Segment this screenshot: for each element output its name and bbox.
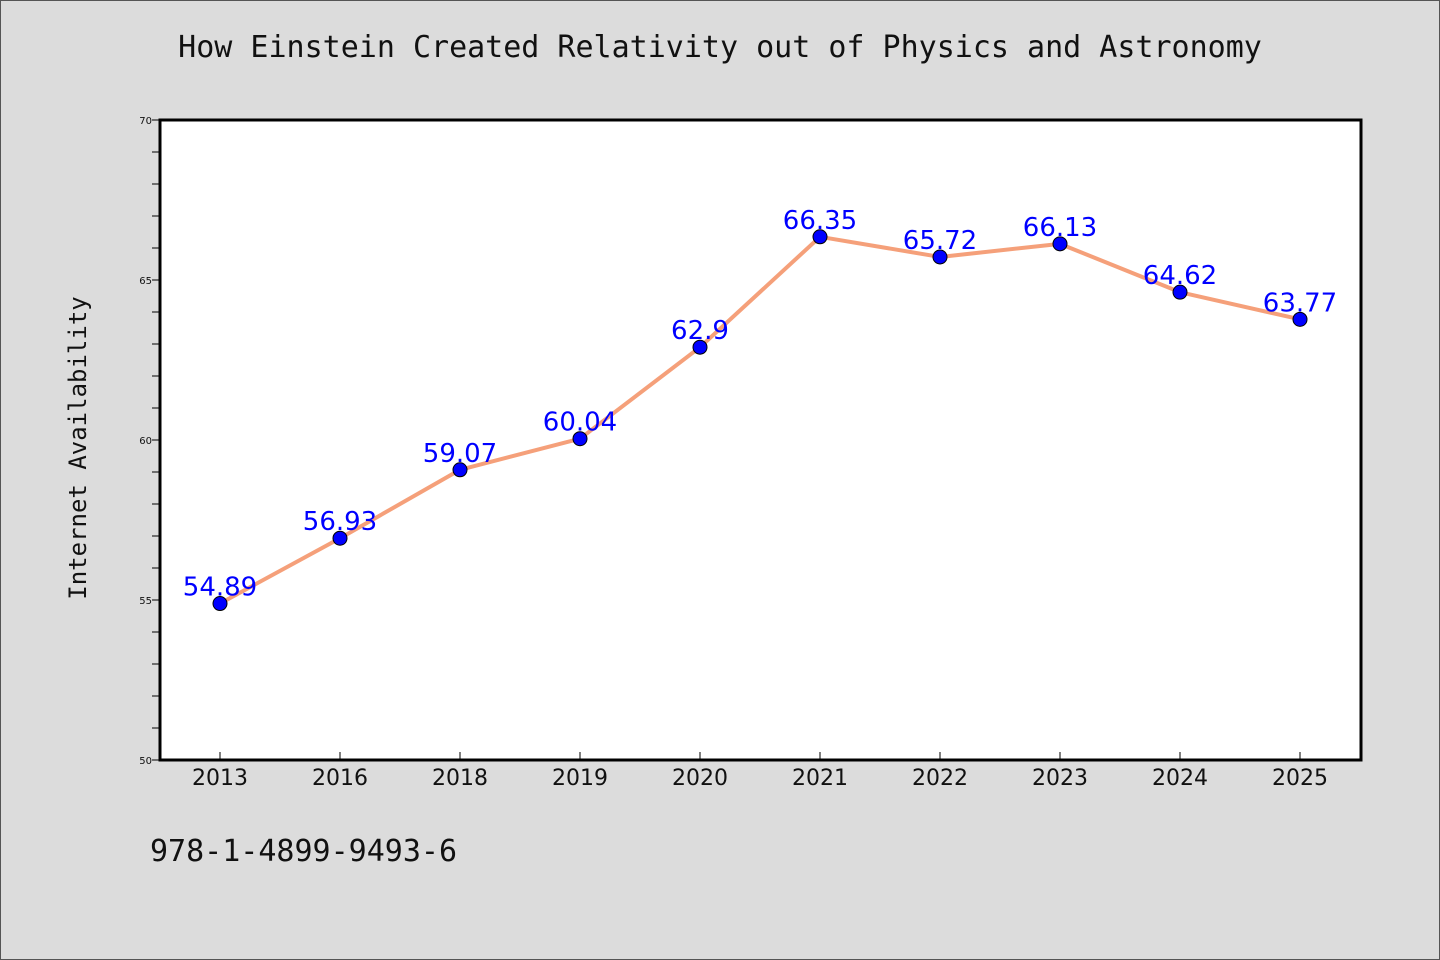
x-tick-label: 2024: [1152, 766, 1208, 791]
data-label: 62.9: [671, 316, 729, 346]
data-point: [1292, 311, 1308, 327]
data-point: [812, 229, 828, 245]
data-label: 54.89: [183, 573, 257, 603]
plot-border: [158, 118, 1363, 762]
data-label: 65.72: [903, 226, 977, 256]
data-point: [212, 596, 228, 612]
data-point: [1052, 236, 1068, 252]
data-label: 56.93: [303, 507, 377, 537]
x-tick-label: 2016: [312, 766, 368, 791]
data-point: [932, 249, 948, 265]
data-label: 66.35: [783, 206, 857, 236]
x-tick-label: 2019: [552, 766, 608, 791]
y-axis: 50 55 60 65 70: [139, 116, 160, 767]
y-tick-label: 70: [139, 116, 152, 127]
y-tick-label: 50: [139, 756, 152, 767]
x-tick-label: 2023: [1032, 766, 1088, 791]
data-point: [692, 339, 708, 355]
x-axis: 2013 2016 2018 2019 2020 2021 2022 2023 2024 2025: [192, 752, 1328, 791]
data-label: 66.13: [1023, 213, 1097, 243]
data-point: [1172, 284, 1188, 300]
series-line: [219, 234, 1301, 606]
data-label: 63.77: [1263, 288, 1337, 318]
isbn-text: 978-1-4899-9493-6: [150, 834, 458, 869]
x-tick-label: 2025: [1272, 766, 1328, 791]
chart-title: How Einstein Created Relativity out of P…: [178, 30, 1262, 65]
x-tick-label: 2022: [912, 766, 968, 791]
y-tick-label: 65: [139, 276, 152, 287]
data-label: 60.04: [543, 408, 617, 438]
y-tick-label: 55: [139, 596, 152, 607]
y-tick-label: 60: [139, 436, 152, 447]
data-point: [452, 462, 468, 478]
data-labels: 54.89 56.93 59.07 60.04 62.9 66.35 65.72 66.13 6…: [183, 206, 1337, 603]
data-label: 64.62: [1143, 261, 1217, 291]
data-points: [212, 229, 1308, 612]
x-tick-label: 2013: [192, 766, 248, 791]
x-tick-label: 2018: [432, 766, 488, 791]
data-point: [572, 431, 588, 447]
plot-area: [160, 120, 1361, 760]
data-label: 59.07: [423, 439, 497, 469]
x-tick-label: 2020: [672, 766, 728, 791]
x-tick-label: 2021: [792, 766, 848, 791]
data-point: [332, 530, 348, 546]
